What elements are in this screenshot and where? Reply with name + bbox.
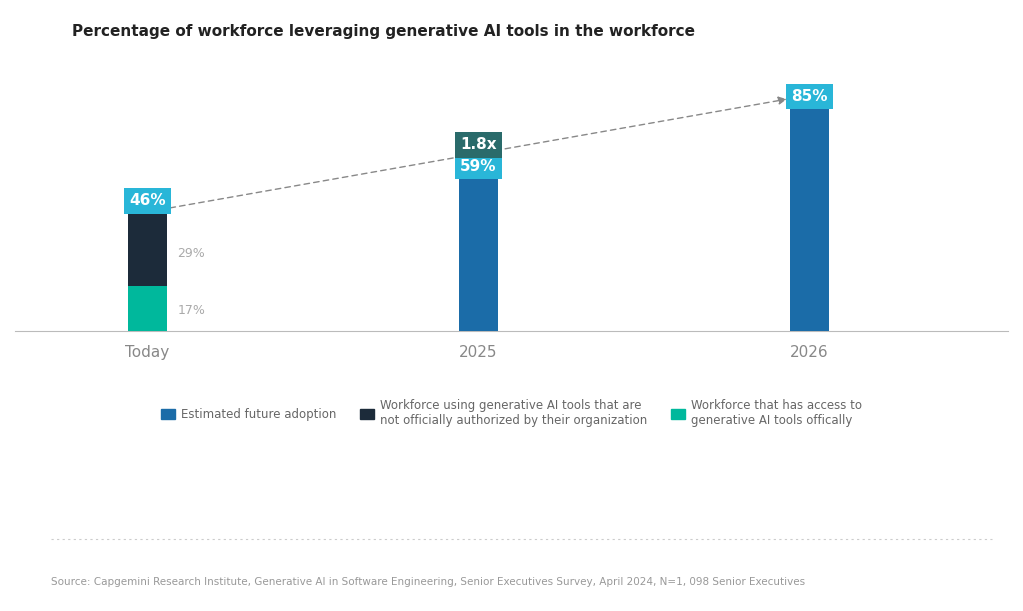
Text: Percentage of workforce leveraging generative AI tools in the workforce: Percentage of workforce leveraging gener…	[72, 24, 695, 40]
Bar	[128, 208, 167, 286]
Text: 46%: 46%	[129, 193, 166, 208]
Bar	[790, 104, 830, 332]
Text: 85%: 85%	[791, 89, 828, 104]
Text: 1.8x: 1.8x	[460, 137, 497, 152]
Bar	[458, 174, 498, 332]
Text: Source: Capgemini Research Institute, Generative AI in Software Engineering, Sen: Source: Capgemini Research Institute, Ge…	[51, 577, 805, 587]
Text: 29%: 29%	[177, 247, 205, 260]
Bar	[128, 286, 167, 332]
Text: 17%: 17%	[177, 304, 205, 316]
Legend: Estimated future adoption, Workforce using generative AI tools that are
not offi: Estimated future adoption, Workforce usi…	[161, 399, 862, 427]
Text: 59%: 59%	[460, 159, 496, 174]
